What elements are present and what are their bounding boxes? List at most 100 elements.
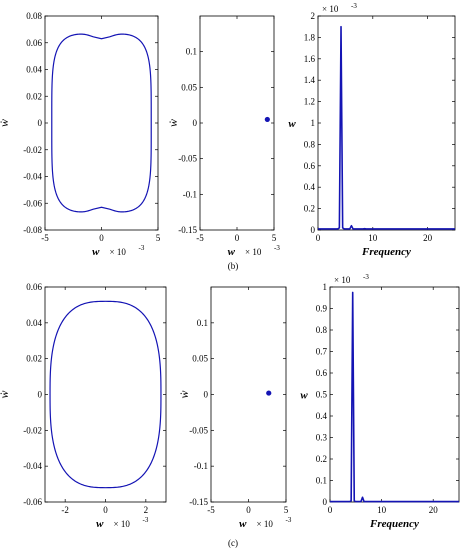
- c-phase-xtick-label: -2: [61, 505, 69, 515]
- c-poincare-ytick-label: 0: [204, 390, 209, 400]
- b-spectrum-panel: [317, 15, 456, 231]
- c-spectrum-ytick-label: 0.9: [316, 304, 328, 314]
- c-poincare-ytick-label: -0.05: [189, 425, 208, 435]
- c-phase-xtick-label: 2: [144, 505, 149, 515]
- b-phase-xlabel-multiplier: × 10: [110, 247, 127, 257]
- c-poincare-axes-box: [210, 286, 287, 503]
- c-phase-ytick-label: 0.06: [26, 282, 42, 292]
- b-spectrum-y-multiplier: × 10: [322, 4, 339, 14]
- b-phase-ytick-label: -0.06: [23, 198, 42, 208]
- c-phase-orbit: [49, 300, 162, 489]
- c-phase-ytick-label: -0.06: [23, 497, 42, 507]
- b-spectrum-ytick-label: 0.8: [304, 139, 316, 149]
- b-spectrum-ytick-label: 0.2: [304, 204, 315, 214]
- b-poincare-xlabel-multiplier: × 10: [245, 247, 262, 257]
- c-phase-xlabel: w: [96, 518, 104, 530]
- b-spectrum-xtick-label: 0: [316, 233, 321, 243]
- c-poincare-ylabel: ẇ: [177, 390, 191, 398]
- c-poincare-xlabel-exponent: -3: [286, 516, 292, 524]
- c-poincare-xlabel-multiplier: × 10: [257, 519, 274, 529]
- panel-label-c: (c): [228, 538, 238, 548]
- b-phase-xlabel-exponent: -3: [139, 244, 145, 252]
- c-spectrum-ylabel: w: [300, 390, 308, 402]
- b-spectrum-xtick-label: 10: [368, 233, 378, 243]
- b-spectrum-axes-box: [317, 15, 456, 231]
- b-spectrum-ytick-label: 1.8: [304, 32, 316, 42]
- c-phase-ytick-label: 0: [38, 390, 43, 400]
- b-phase-ytick-label: -0.08: [23, 225, 42, 235]
- b-phase-orbit: [51, 33, 152, 213]
- c-spectrum-ytick-label: 1: [323, 282, 328, 292]
- c-spectrum-ytick-label: 0.1: [316, 476, 327, 486]
- c-phase-ytick-label: -0.02: [23, 425, 42, 435]
- b-spectrum-ylabel: w: [288, 118, 296, 130]
- c-spectrum-axes-box: [329, 286, 460, 503]
- c-spectrum-ytick-label: 0.4: [316, 411, 328, 421]
- b-phase-axes-box: [44, 15, 159, 231]
- c-poincare-ytick-label: 0.1: [197, 318, 208, 328]
- c-phase-ylabel: ẇ: [0, 390, 11, 398]
- c-spectrum-ytick-label: 0: [323, 497, 328, 507]
- c-poincare-ytick-label: -0.15: [189, 497, 208, 507]
- c-phase-xlabel-multiplier: × 10: [114, 519, 131, 529]
- c-poincare-panel: [210, 286, 287, 503]
- c-spectrum-y-multiplier: × 10: [334, 275, 351, 285]
- b-poincare-poincare-point: [264, 116, 270, 123]
- b-spectrum-ytick-label: 1.2: [304, 97, 315, 107]
- c-spectrum-ytick-label: 0.6: [316, 368, 328, 378]
- b-phase-ytick-label: 0.04: [26, 65, 42, 75]
- c-phase-ytick-label: 0.02: [26, 354, 42, 364]
- c-phase-xlabel-exponent: -3: [143, 516, 149, 524]
- c-poincare-xtick-label: -5: [207, 505, 215, 515]
- b-phase-ytick-label: 0.06: [26, 38, 42, 48]
- b-spectrum-y-exponent: -3: [351, 2, 357, 10]
- c-spectrum-spectrum-line: [330, 291, 459, 503]
- b-poincare-xtick-label: 0: [235, 233, 240, 243]
- b-poincare-ytick-label: -0.15: [178, 225, 197, 235]
- b-spectrum-ytick-label: 0.6: [304, 161, 316, 171]
- b-poincare-ytick-label: -0.05: [178, 154, 197, 164]
- b-poincare-xtick-label: 5: [272, 233, 277, 243]
- b-poincare-ytick-label: 0.05: [181, 82, 197, 92]
- c-phase-xtick-label: 0: [103, 505, 108, 515]
- c-spectrum-xtick-label: 10: [377, 505, 387, 515]
- b-spectrum-ytick-label: 2: [311, 11, 316, 21]
- c-poincare-poincare-point: [266, 390, 272, 396]
- b-poincare-axes-box: [199, 15, 275, 231]
- c-poincare-ytick-label: 0.05: [192, 354, 208, 364]
- b-phase-xtick-label: -5: [41, 233, 49, 243]
- c-poincare-xtick-label: 0: [246, 505, 251, 515]
- panel-label-b: (b): [228, 261, 239, 271]
- c-spectrum-xtick-label: 0: [328, 505, 333, 515]
- c-poincare-xlabel: w: [239, 518, 247, 530]
- b-poincare-ytick-label: 0: [193, 118, 198, 128]
- b-poincare-xlabel: w: [228, 246, 236, 258]
- b-spectrum-ytick-label: 0.4: [304, 182, 316, 192]
- c-spectrum-ytick-label: 0.3: [316, 433, 328, 443]
- b-spectrum-ytick-label: 1: [311, 118, 316, 128]
- b-spectrum-xlabel: Frequency: [361, 246, 411, 258]
- b-phase-xtick-label: 5: [156, 233, 161, 243]
- b-poincare-ytick-label: 0.1: [186, 47, 197, 57]
- b-phase-xtick-label: 0: [99, 233, 104, 243]
- c-spectrum-xlabel: Frequency: [369, 518, 419, 530]
- b-phase-ytick-label: 0.02: [26, 91, 42, 101]
- c-spectrum-ytick-label: 0.2: [316, 454, 327, 464]
- b-poincare-panel: [199, 15, 275, 231]
- b-spectrum-xtick-label: 20: [423, 233, 433, 243]
- c-spectrum-y-exponent: -3: [363, 273, 369, 281]
- c-poincare-xtick-label: 5: [284, 505, 289, 515]
- c-spectrum-xtick-label: 20: [429, 505, 439, 515]
- b-spectrum-ytick-label: 0: [311, 225, 316, 235]
- b-spectrum-ytick-label: 1.4: [304, 75, 316, 85]
- c-phase-panel: [44, 286, 167, 503]
- b-phase-ylabel: ẇ: [0, 119, 11, 127]
- c-spectrum-ytick-label: 0.7: [316, 347, 328, 357]
- b-spectrum-spectrum-line: [318, 25, 455, 230]
- b-poincare-xlabel-exponent: -3: [274, 244, 280, 252]
- c-spectrum-ytick-label: 0.8: [316, 325, 328, 335]
- c-spectrum-ytick-label: 0.5: [316, 390, 328, 400]
- b-phase-ytick-label: 0: [38, 118, 43, 128]
- b-poincare-ylabel: ẇ: [166, 119, 180, 127]
